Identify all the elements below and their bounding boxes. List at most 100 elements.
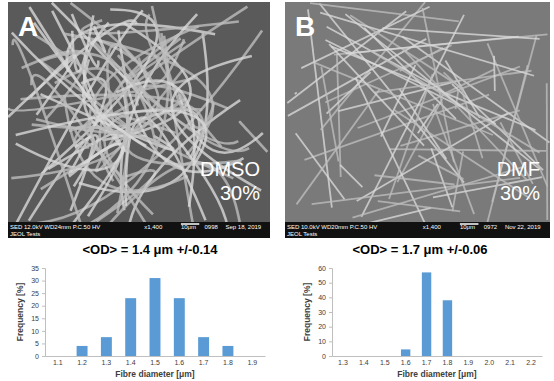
y-tick-mark (329, 327, 332, 328)
x-tick-label: 1.4 (359, 359, 369, 366)
y-tick-label: 15 (31, 315, 39, 322)
x-tick-label: 2.0 (484, 359, 494, 366)
y-tick-label: 20 (31, 302, 39, 309)
chart-title: <OD> = 1.4 μm +/-0.14 (82, 242, 218, 257)
fibre (296, 133, 345, 199)
x-tick-label: 1.6 (174, 359, 184, 366)
x-tick: 1.5 (380, 356, 390, 366)
bar (422, 272, 431, 356)
fibre (374, 175, 454, 184)
y-tick-mark (42, 306, 45, 307)
info-text: x1,400 (423, 224, 442, 230)
x-tick-label: 1.6 (401, 359, 411, 366)
y-tick-mark (329, 341, 332, 342)
x-tick: 2.2 (526, 356, 536, 366)
x-tick: 1.5 (150, 356, 160, 366)
bar (52, 356, 63, 357)
y-tick-mark (42, 293, 45, 294)
bar (443, 300, 452, 356)
x-tick: 2.0 (484, 356, 494, 366)
info-text: JEOL Tests (10, 231, 40, 237)
y-tick-mark (42, 318, 45, 319)
fibre (12, 33, 183, 169)
bar (125, 298, 136, 356)
x-tick: 1.8 (223, 356, 233, 366)
bars (401, 272, 452, 356)
info-text: x1,400 (144, 224, 163, 230)
micrograph-texture (285, 2, 550, 238)
y-tick: 10 (318, 338, 332, 345)
scale-bar (460, 223, 479, 225)
x-tick-label: 1.7 (422, 359, 432, 366)
y-tick: 5 (35, 340, 45, 347)
fibre (16, 110, 207, 165)
micrograph-background (8, 2, 270, 238)
fibre (546, 83, 548, 220)
bar (101, 337, 112, 356)
y-tick-label: 40 (318, 294, 326, 301)
y-tick: 0 (322, 353, 332, 360)
y-tick-label: 0 (35, 353, 39, 360)
image-annotation: 30% (500, 182, 540, 204)
info-bar (8, 222, 270, 238)
bar (150, 278, 161, 356)
fibre (36, 55, 151, 133)
y-tick-label: 30 (31, 277, 39, 284)
fibre (431, 148, 452, 207)
fibre (329, 44, 424, 145)
x-axis-title: Fibre diameter [μm] (397, 369, 477, 379)
x-tick-label: 1.8 (223, 359, 233, 366)
bar (526, 356, 535, 357)
bar (380, 356, 389, 357)
y-tick-mark (42, 281, 45, 282)
y-tick-mark (42, 343, 45, 344)
x-tick-label: 1.5 (380, 359, 390, 366)
y-tick-label: 10 (31, 328, 39, 335)
x-tick-label: 1.3 (102, 359, 112, 366)
x-tick-label: 2.1 (505, 359, 515, 366)
y-tick: 60 (318, 265, 332, 272)
bar (247, 356, 258, 357)
fibre (39, 53, 156, 146)
x-axis: 1.31.41.51.61.71.81.92.02.12.2 (333, 356, 543, 366)
x-tick: 2.1 (505, 356, 515, 366)
y-tick-label: 5 (35, 340, 39, 347)
bars (77, 278, 234, 356)
y-tick: 50 (318, 279, 332, 286)
bar (401, 349, 410, 356)
fibre (297, 89, 380, 204)
y-tick: 20 (31, 302, 45, 309)
fibre (345, 14, 540, 169)
x-axis-line (333, 356, 543, 357)
fibre (382, 28, 539, 39)
fibre (320, 13, 534, 76)
y-tick-mark (329, 283, 332, 284)
panel-label: A (18, 11, 38, 42)
bar (505, 356, 514, 357)
fibre (172, 56, 261, 190)
fibre (312, 178, 520, 204)
x-tick-label: 1.9 (463, 359, 473, 366)
y-tick-label: 20 (318, 323, 326, 330)
y-tick-mark (42, 268, 45, 269)
bar (77, 346, 88, 356)
y-tick: 30 (318, 309, 332, 316)
image-annotation: DMF (497, 158, 540, 180)
info-text: Sep 18, 2019 (225, 224, 261, 230)
info-text: SED 12.0kV WD24mm P.C.50 HV (10, 224, 100, 230)
x-tick: 1.7 (199, 356, 209, 366)
x-tick: 1.3 (102, 356, 112, 366)
x-tick: 1.9 (247, 356, 257, 366)
y-tick-label: 60 (318, 265, 326, 272)
y-tick: 35 (31, 265, 45, 272)
y-tick: 15 (31, 315, 45, 322)
y-tick: 20 (318, 323, 332, 330)
y-axis-line (329, 269, 333, 357)
y-tick-mark (329, 356, 332, 357)
y-axis-title: Frequency [%] (302, 283, 312, 342)
micrograph: SED 12.0kV WD24mm P.C.50 HVx1,40010μm099… (8, 2, 270, 238)
bar (174, 298, 185, 356)
fibre (389, 149, 545, 151)
fibre (321, 67, 338, 162)
x-tick: 1.7 (422, 356, 432, 366)
